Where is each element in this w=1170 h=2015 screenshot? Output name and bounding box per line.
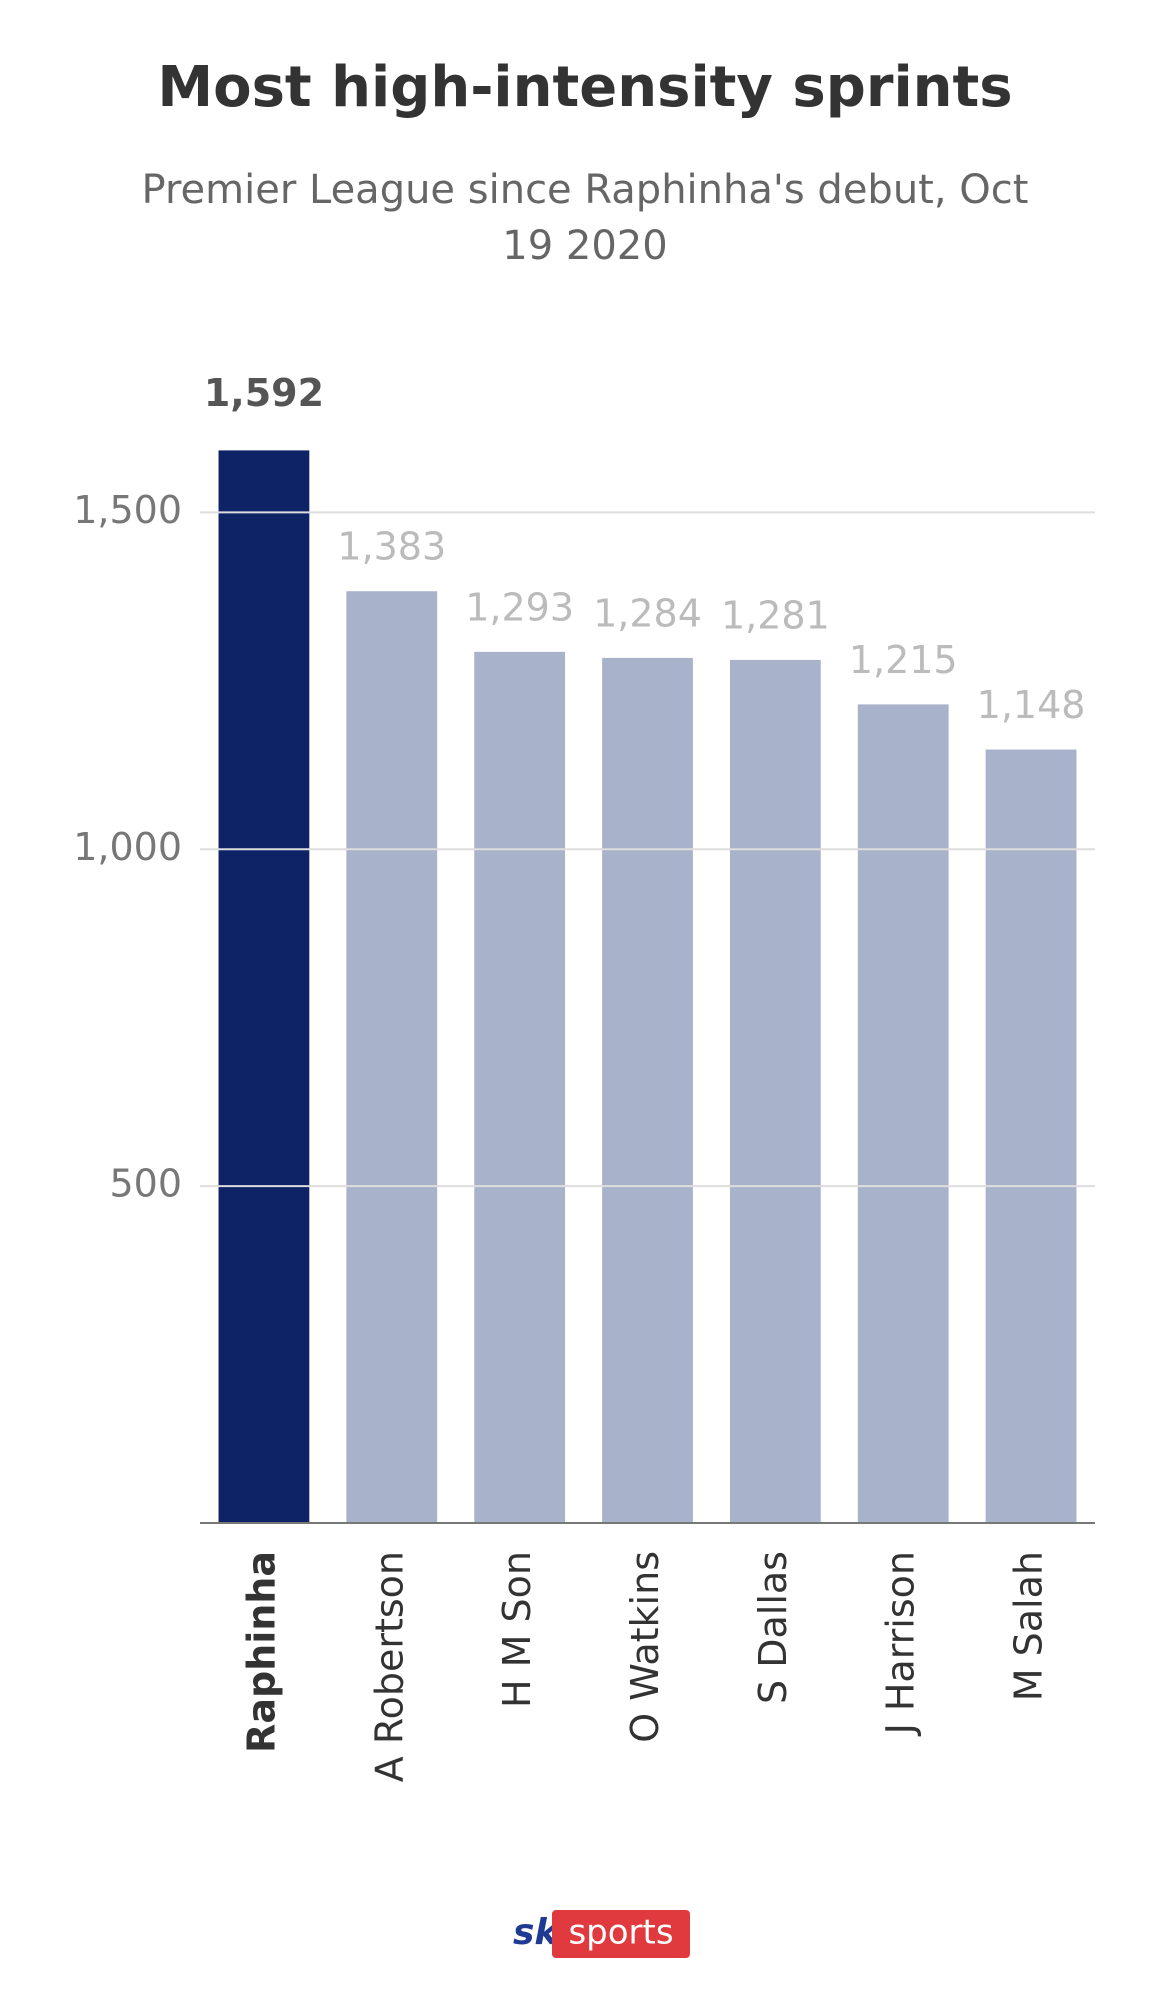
y-tick-label: 1,500 (73, 488, 182, 532)
bar (346, 591, 438, 1523)
value-label: 1,293 (465, 585, 574, 629)
bar (218, 450, 310, 1523)
chart-subtitle: Premier League since Raphinha's debut, O… (141, 167, 1029, 269)
value-label: 1,592 (204, 371, 324, 415)
x-tick-label: O Watkins (623, 1551, 667, 1743)
x-tick-label: Raphinha (239, 1551, 283, 1753)
value-label: 1,281 (721, 593, 830, 637)
logo-sports: sports (568, 1913, 673, 1953)
bar (729, 659, 821, 1523)
y-tick-label: 500 (109, 1162, 182, 1206)
chart-title: Most high-intensity sprints (157, 55, 1013, 120)
bar (474, 651, 566, 1523)
value-label: 1,383 (337, 525, 446, 569)
x-tick-label: M Salah (1007, 1551, 1051, 1701)
bar (985, 749, 1077, 1523)
bar (857, 704, 949, 1523)
x-tick-label: J Harrison (879, 1551, 923, 1736)
x-tick-label: S Dallas (751, 1551, 795, 1704)
x-tick-label: A Robertson (367, 1551, 411, 1782)
bar (602, 657, 693, 1523)
value-label: 1,148 (977, 683, 1086, 727)
y-tick-label: 1,000 (73, 825, 182, 869)
logo-box (552, 1910, 690, 1958)
logo: sky sports (513, 1910, 690, 1958)
value-label: 1,284 (593, 591, 702, 635)
value-label: 1,215 (849, 638, 958, 682)
x-tick-label: H M Son (495, 1551, 539, 1708)
